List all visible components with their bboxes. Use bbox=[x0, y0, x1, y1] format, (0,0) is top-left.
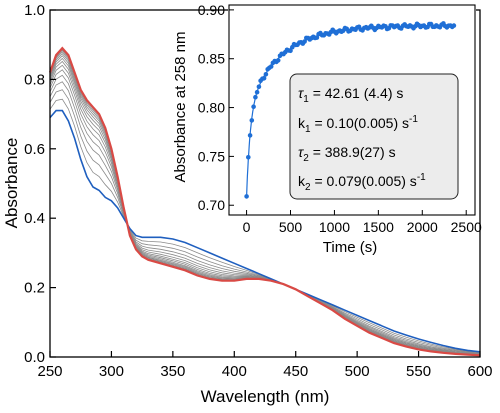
inset-data-point bbox=[246, 155, 251, 160]
inset-y-tick-label: 0.80 bbox=[198, 100, 225, 116]
inset-x-tick-label: 1000 bbox=[319, 219, 350, 235]
inset-data-point bbox=[254, 89, 260, 95]
main-x-tick-label: 350 bbox=[160, 363, 185, 380]
main-traces bbox=[48, 46, 481, 357]
intermediate-spectrum-6 bbox=[49, 64, 481, 355]
fit-param-k1-symbol: k bbox=[298, 115, 306, 131]
inset-x-axis-title: Time (s) bbox=[323, 239, 377, 256]
inset-data-point bbox=[302, 39, 307, 44]
main-y-tick-label: 1.0 bbox=[24, 2, 45, 19]
fit-param-k2-superscript: -1 bbox=[417, 172, 426, 183]
main-y-tick-label: 0.4 bbox=[24, 210, 45, 227]
inset-data-point bbox=[268, 64, 274, 69]
main-y-tick-label: 0.2 bbox=[24, 280, 45, 297]
inset-points bbox=[244, 21, 457, 199]
inset-y-tick-label: 0.70 bbox=[198, 197, 225, 213]
fit-param-tau1: τ1 = 42.61 (4.4) s bbox=[298, 85, 403, 105]
inset-data-point bbox=[253, 94, 258, 100]
main-y-tick-label: 0.8 bbox=[24, 71, 45, 88]
main-x-tick-label: 600 bbox=[467, 363, 492, 380]
inset-data-point bbox=[261, 76, 267, 81]
main-x-axis-title: Wavelength (nm) bbox=[201, 387, 330, 406]
fit-param-tau1-value: = 42.61 (4.4) s bbox=[309, 85, 404, 101]
inset-data-point bbox=[247, 133, 253, 138]
main-plot: 250 300 350 400 450 500 550 600 0.0 0.2 0.4 0.6 0.8… bbox=[2, 2, 493, 406]
inset-x-tick-label: 1500 bbox=[363, 219, 394, 235]
main-x-tick-label: 450 bbox=[283, 363, 308, 380]
fit-param-tau1-symbol: τ bbox=[298, 85, 304, 101]
fit-param-tau2-value: = 388.9(27) s bbox=[309, 144, 396, 160]
inset-x-tick-label: 2000 bbox=[407, 219, 438, 235]
inset-data-point bbox=[314, 35, 320, 40]
intermediate-spectrum-5 bbox=[49, 69, 481, 355]
main-x-tick-label: 400 bbox=[222, 363, 247, 380]
inset-data-point bbox=[275, 58, 281, 63]
fit-parameters-box: τ1 = 42.61 (4.4) s k1 = 0.10(0.005) s-1 … bbox=[289, 73, 459, 200]
inset-plot: 0 500 1000 1500 2000 2500 0.70 0.75 0.80 0.85 0.9… bbox=[172, 2, 482, 256]
inset-data-point bbox=[451, 23, 457, 28]
fit-param-tau2-subscript: 2 bbox=[303, 153, 309, 164]
intermediate-spectrum-7 bbox=[49, 60, 481, 355]
inset-y-tick-label: 0.90 bbox=[198, 2, 225, 18]
inset-x-ticks: 0 500 1000 1500 2000 2500 bbox=[243, 210, 482, 235]
intermediate-spectrum-1 bbox=[49, 98, 481, 353]
intermediate-spectrum-2 bbox=[49, 89, 481, 354]
initial-spectrum-line bbox=[49, 109, 481, 353]
fit-param-k1: k1 = 0.10(0.005) s-1 bbox=[298, 114, 418, 135]
fit-param-k1-value: = 0.10(0.005) s bbox=[311, 115, 409, 131]
fit-param-k2: k2 = 0.079(0.005) s-1 bbox=[298, 172, 426, 193]
fit-param-tau1-subscript: 1 bbox=[303, 94, 309, 105]
main-y-tick-label: 0.6 bbox=[24, 141, 45, 158]
inset-x-tick-label: 500 bbox=[279, 219, 303, 235]
inset-data-point bbox=[288, 48, 293, 54]
inset-data-point bbox=[251, 104, 256, 109]
fit-param-tau2: τ2 = 388.9(27) s bbox=[298, 144, 396, 164]
inset-y-ticks: 0.70 0.75 0.80 0.85 0.90 bbox=[198, 2, 234, 213]
fit-param-k1-superscript: -1 bbox=[409, 114, 418, 125]
main-y-ticks: 0.0 0.2 0.4 0.6 0.8 1.0 bbox=[24, 2, 56, 366]
fit-param-k2-value: = 0.079(0.005) s bbox=[311, 173, 417, 189]
fit-param-k2-symbol: k bbox=[298, 173, 306, 189]
inset-plot-frame bbox=[228, 4, 476, 216]
main-x-tick-label: 250 bbox=[37, 363, 62, 380]
inset-data-point bbox=[263, 72, 269, 77]
inset-x-tick-label: 0 bbox=[243, 219, 251, 235]
intermediate-spectrum-4 bbox=[49, 74, 481, 355]
fit-param-k2-subscript: 2 bbox=[305, 182, 311, 193]
inset-data-point bbox=[249, 118, 255, 123]
main-y-tick-label: 0.0 bbox=[24, 349, 45, 366]
inset-data-point bbox=[256, 84, 262, 89]
main-x-tick-label: 300 bbox=[99, 363, 124, 380]
fit-param-k1-subscript: 1 bbox=[305, 124, 311, 135]
fit-parameters-background bbox=[289, 73, 459, 200]
final-spectrum-line bbox=[48, 46, 481, 357]
inset-data-point bbox=[244, 194, 249, 199]
main-x-ticks: 250 300 350 400 450 500 550 600 bbox=[37, 351, 493, 380]
inset-y-tick-label: 0.75 bbox=[198, 148, 225, 164]
main-y-axis-title: Absorbance bbox=[2, 138, 21, 229]
inset-y-axis-title: Absorbance at 258 nm bbox=[172, 32, 189, 183]
intermediate-spectrum-8 bbox=[49, 57, 481, 356]
fit-param-tau2-symbol: τ bbox=[298, 144, 304, 160]
inset-y-tick-label: 0.85 bbox=[198, 51, 225, 67]
intermediate-spectrum-3 bbox=[49, 81, 481, 354]
inset-x-tick-label: 2500 bbox=[451, 219, 482, 235]
main-x-tick-label: 550 bbox=[406, 363, 431, 380]
main-x-tick-label: 500 bbox=[345, 363, 370, 380]
